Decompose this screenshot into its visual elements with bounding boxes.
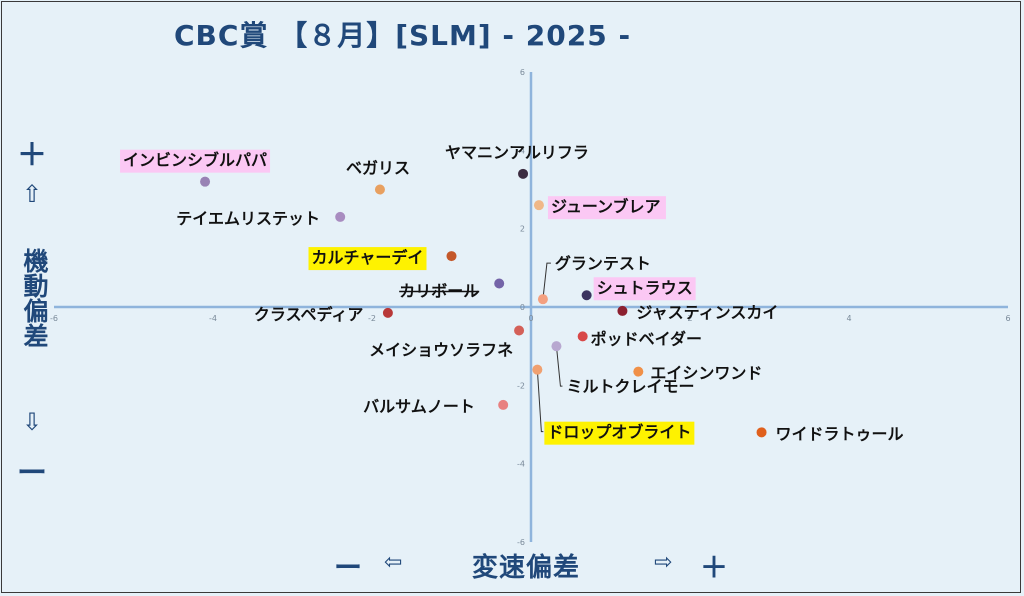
point-label: シュトラウス	[597, 278, 693, 297]
point-label: クラスペディア	[254, 305, 363, 324]
point-label: ポッドベイダー	[591, 329, 702, 348]
y-tick-label: 4	[520, 146, 525, 155]
data-point	[551, 341, 562, 352]
x-tick-label: 0	[528, 314, 533, 323]
x-tick-label: -4	[209, 314, 217, 323]
data-point	[374, 184, 385, 195]
y-tick-label: -4	[517, 460, 525, 469]
point-label: バルサムノート	[363, 397, 475, 416]
data-point	[446, 251, 457, 262]
label-highlight	[547, 196, 666, 220]
y-tick-label: 0	[520, 303, 525, 312]
x-axis-minus-sign: ー	[334, 551, 363, 584]
point-label: エイシンワンド	[650, 364, 762, 383]
leader-line	[536, 365, 544, 433]
point-label: ワイドラトゥール	[776, 424, 904, 443]
down-arrow-icon: ⇩	[21, 408, 43, 436]
y-tick-label: 6	[520, 68, 525, 77]
x-axis-plus-sign: ＋	[700, 551, 729, 584]
point-label: ドロップオブライト	[547, 423, 691, 442]
point-label: メイショウソラフネ	[369, 341, 513, 360]
data-point	[514, 325, 525, 336]
data-point	[200, 176, 211, 187]
x-tick-label: 4	[846, 314, 851, 323]
point-label: テイエムリステット	[176, 209, 320, 228]
x-tick-label: -2	[368, 314, 376, 323]
x-tick-label: 6	[1005, 314, 1010, 323]
data-point	[633, 366, 644, 377]
point-label: ジャスティンスカイ	[636, 303, 778, 322]
data-point	[382, 307, 393, 318]
point-label: インビンシブルパパ	[123, 151, 267, 170]
label-highlight	[308, 247, 427, 271]
label-highlight	[593, 277, 696, 301]
right-arrow-icon: ⇨	[654, 550, 673, 575]
y-tick-label: 2	[520, 225, 525, 234]
chart-title: CBC賞 【８月】[SLM] - 2025 -	[174, 19, 632, 52]
data-point	[617, 305, 628, 316]
y-axis-plus-sign: ＋	[17, 138, 47, 173]
x-tick-label: -6	[50, 314, 58, 323]
point-label: ミルトクレイモー	[566, 377, 694, 396]
y-axis-minus-sign: ー	[17, 456, 47, 491]
left-arrow-icon: ⇦	[384, 550, 403, 575]
point-label: ジューンブレア	[551, 197, 661, 216]
point-label: グランテスト	[555, 254, 651, 273]
x-axis-label: 変速偏差	[472, 553, 581, 583]
label-highlight	[544, 421, 695, 445]
point-label: ベガリス	[346, 159, 410, 178]
data-point	[533, 200, 544, 211]
data-point	[532, 364, 543, 375]
label-highlight	[120, 149, 271, 173]
y-axis-label: 機動偏差	[20, 248, 49, 348]
data-point	[537, 294, 548, 305]
data-point	[335, 211, 346, 222]
data-point	[756, 427, 767, 438]
data-point	[494, 278, 505, 289]
point-label: カルチャーデイ	[312, 248, 424, 267]
data-point	[498, 399, 509, 410]
data-point	[577, 331, 588, 342]
y-tick-label: -2	[517, 381, 525, 390]
y-tick-label: -6	[517, 538, 525, 547]
up-arrow-icon: ⇧	[21, 180, 43, 208]
data-point	[581, 290, 592, 301]
leader-line	[542, 262, 551, 300]
data-point	[518, 168, 529, 179]
point-label: ヤマニンアルリフラ	[445, 143, 589, 162]
x-tick-label: 2	[687, 314, 692, 323]
